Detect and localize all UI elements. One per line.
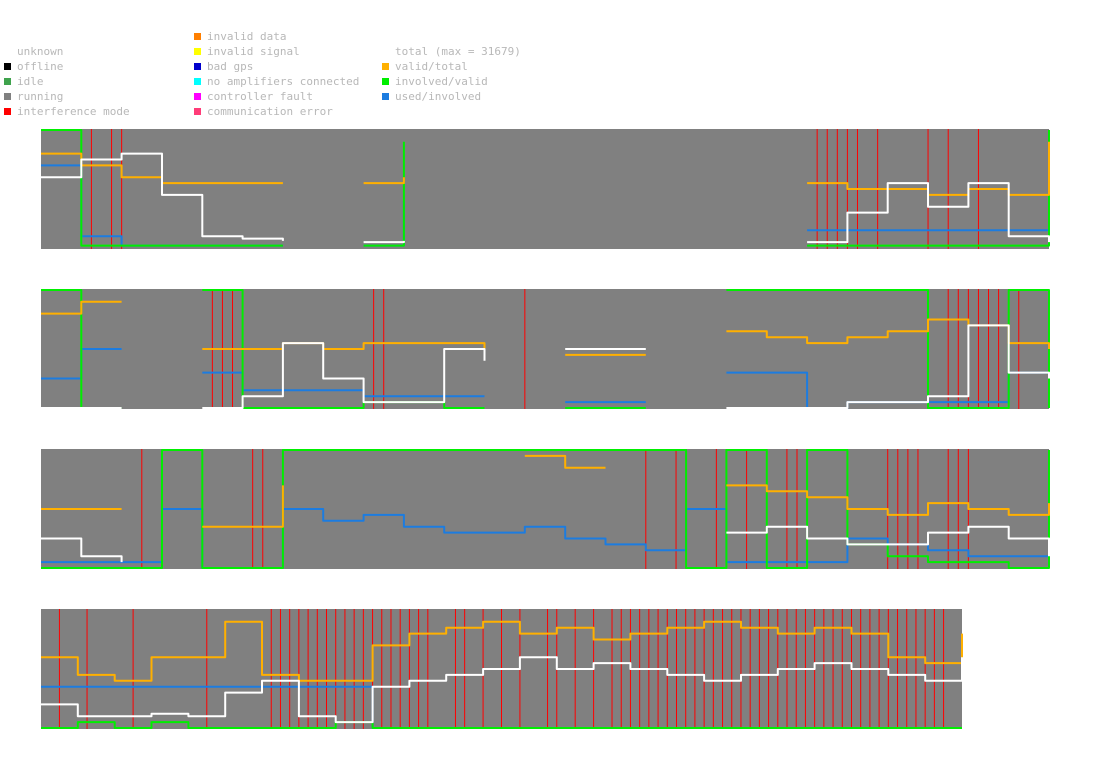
legend-item-ratio-0: total (max = 31679): [382, 44, 521, 59]
legend-label: used/involved: [395, 90, 482, 103]
series-line-0: [41, 525, 1050, 563]
legend-item-state-0: unknown: [4, 44, 130, 59]
fault-legend: invalid data invalid signal bad gps no ampl…: [194, 29, 359, 119]
series-line-2: [41, 721, 962, 729]
legend-swatch: [4, 93, 11, 100]
legend-swatch: [194, 48, 201, 55]
legend-swatch: [4, 108, 11, 115]
legend-label: no amplifiers connected: [207, 75, 360, 88]
legend-swatch: [194, 78, 201, 85]
legend-item-state-1: offline: [4, 59, 130, 74]
legend-label: interference mode: [17, 105, 130, 118]
legend-item-ratio-3: used/involved: [382, 89, 521, 104]
legend-label: idle: [17, 75, 44, 88]
state-legend: unknown offline idle running interference mo…: [4, 44, 130, 119]
legend-label: running: [17, 90, 64, 103]
chart-panel-3: [41, 449, 1050, 569]
series-line-2: [41, 129, 1050, 247]
legend-swatch: [194, 93, 201, 100]
legend-label: involved/valid: [395, 75, 488, 88]
legend-item-ratio-1: valid/total: [382, 59, 521, 74]
legend-item-fault-5: communication error: [194, 104, 359, 119]
series-line-1: [41, 454, 1050, 528]
chart-panel-4: [41, 609, 963, 729]
legend-swatch: [4, 63, 11, 70]
legend-item-fault-2: bad gps: [194, 59, 359, 74]
legend-label: invalid data: [207, 30, 287, 43]
series-line-1: [41, 300, 1050, 356]
legend-swatch: [194, 63, 201, 70]
chart-panel-2: [41, 289, 1050, 409]
legend-item-state-3: running: [4, 89, 130, 104]
legend-label: invalid signal: [207, 45, 300, 58]
chart-panel-1: [41, 129, 1050, 249]
legend-label: controller fault: [207, 90, 313, 103]
series-line-2: [41, 449, 1050, 569]
legend-label: valid/total: [395, 60, 468, 73]
legend-swatch: [382, 78, 389, 85]
legend-item-fault-3: no amplifiers connected: [194, 74, 359, 89]
legend-swatch: [194, 33, 201, 40]
series-line-0: [41, 656, 963, 724]
legend-swatch: [382, 63, 389, 70]
legend-swatch: [194, 108, 201, 115]
legend-label: total (max = 31679): [395, 45, 521, 58]
legend-item-fault-0: invalid data: [194, 29, 359, 44]
legend-swatch: [382, 93, 389, 100]
legend-label: bad gps: [207, 60, 254, 73]
legend-label: communication error: [207, 105, 333, 118]
legend-swatch: [4, 78, 11, 85]
legend-item-state-4: interference mode: [4, 104, 130, 119]
series-line-0: [41, 324, 1050, 409]
legend-label: unknown: [17, 45, 64, 58]
series-line-1: [41, 620, 963, 682]
legend-item-state-2: idle: [4, 74, 130, 89]
legend-item-ratio-2: involved/valid: [382, 74, 521, 89]
legend-item-fault-1: invalid signal: [194, 44, 359, 59]
series-line-0: [41, 152, 1050, 244]
ratio-legend: total (max = 31679) valid/total involved/v…: [382, 44, 521, 104]
legend-item-fault-4: controller fault: [194, 89, 359, 104]
series-line-2: [41, 289, 1050, 409]
running-state-band: [41, 289, 1049, 409]
legend-label: offline: [17, 60, 64, 73]
